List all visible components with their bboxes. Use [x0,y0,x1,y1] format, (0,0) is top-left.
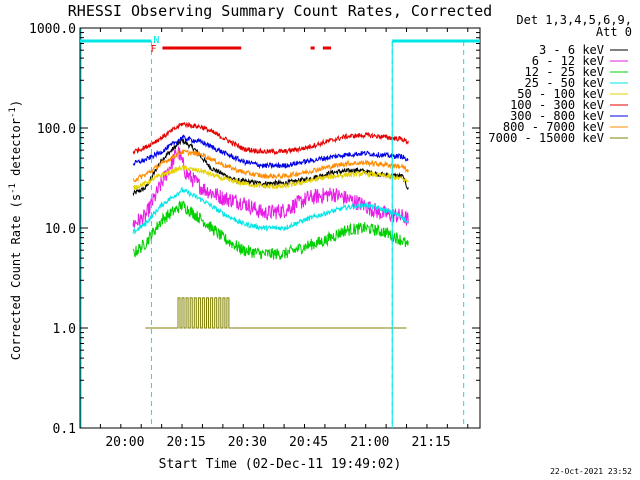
night-label: N [153,35,159,46]
y-tick-label: 100.0 [37,122,76,137]
x-tick-label: 20:15 [167,435,206,450]
chart-title: RHESSI Observing Summary Count Rates, Co… [68,2,492,20]
series-line-7000-15000-kev [145,297,407,329]
series-line-12-25-kev [132,200,409,260]
footer-date: 22-Oct-2021 23:52 [550,467,632,476]
series-line-3-6-kev [132,137,409,197]
series-line-300-800-kev [132,134,409,170]
legend-header-line: Det 1,3,4,5,6,9, [516,13,632,27]
y-label-end: ) [9,100,23,107]
series-line-100-300-kev [132,121,409,156]
y-tick-label: 1.0 [53,322,76,337]
y-tick-label: 0.1 [53,422,76,437]
series-line-6-12-kev [132,146,409,228]
legend-label: 6 - 12 keV [532,54,604,68]
y-label-sup1: -1 [8,183,18,194]
x-axis-label: Start Time (02-Dec-11 19:49:02) [159,457,402,472]
x-tick-label: 20:00 [105,435,144,450]
legend-label: 12 - 25 keV [525,65,604,79]
legend-label: 800 - 7000 keV [503,120,604,134]
y-label-sup2: -1 [8,107,18,118]
y-label-main: Corrected Count Rate (s [9,194,23,360]
legend-label: 50 - 100 keV [517,87,604,101]
legend-label: 7000 - 15000 keV [488,131,604,145]
legend-label: 100 - 300 keV [510,98,604,112]
y-tick-label: 1000.0 [29,22,76,37]
legend-label: 25 - 50 keV [525,76,604,90]
y-label-mid: detector [9,118,23,183]
x-tick-label: 20:30 [228,435,267,450]
x-tick-label: 21:00 [350,435,389,450]
series-line-50-100-kev [133,164,409,191]
legend-header-line: Att 0 [596,25,632,39]
x-tick-label: 20:45 [289,435,328,450]
y-tick-label: 10.0 [45,222,76,237]
legend-label: 3 - 6 keV [539,43,604,57]
legend-label: 300 - 800 keV [510,109,604,123]
y-axis-label: Corrected Count Rate (s-1 detector-1) [8,100,23,360]
series-line-800-7000-kev [132,149,409,183]
flare-label: F [150,44,156,55]
x-tick-label: 21:15 [411,435,450,450]
series-line-25-50-kev [132,186,409,236]
